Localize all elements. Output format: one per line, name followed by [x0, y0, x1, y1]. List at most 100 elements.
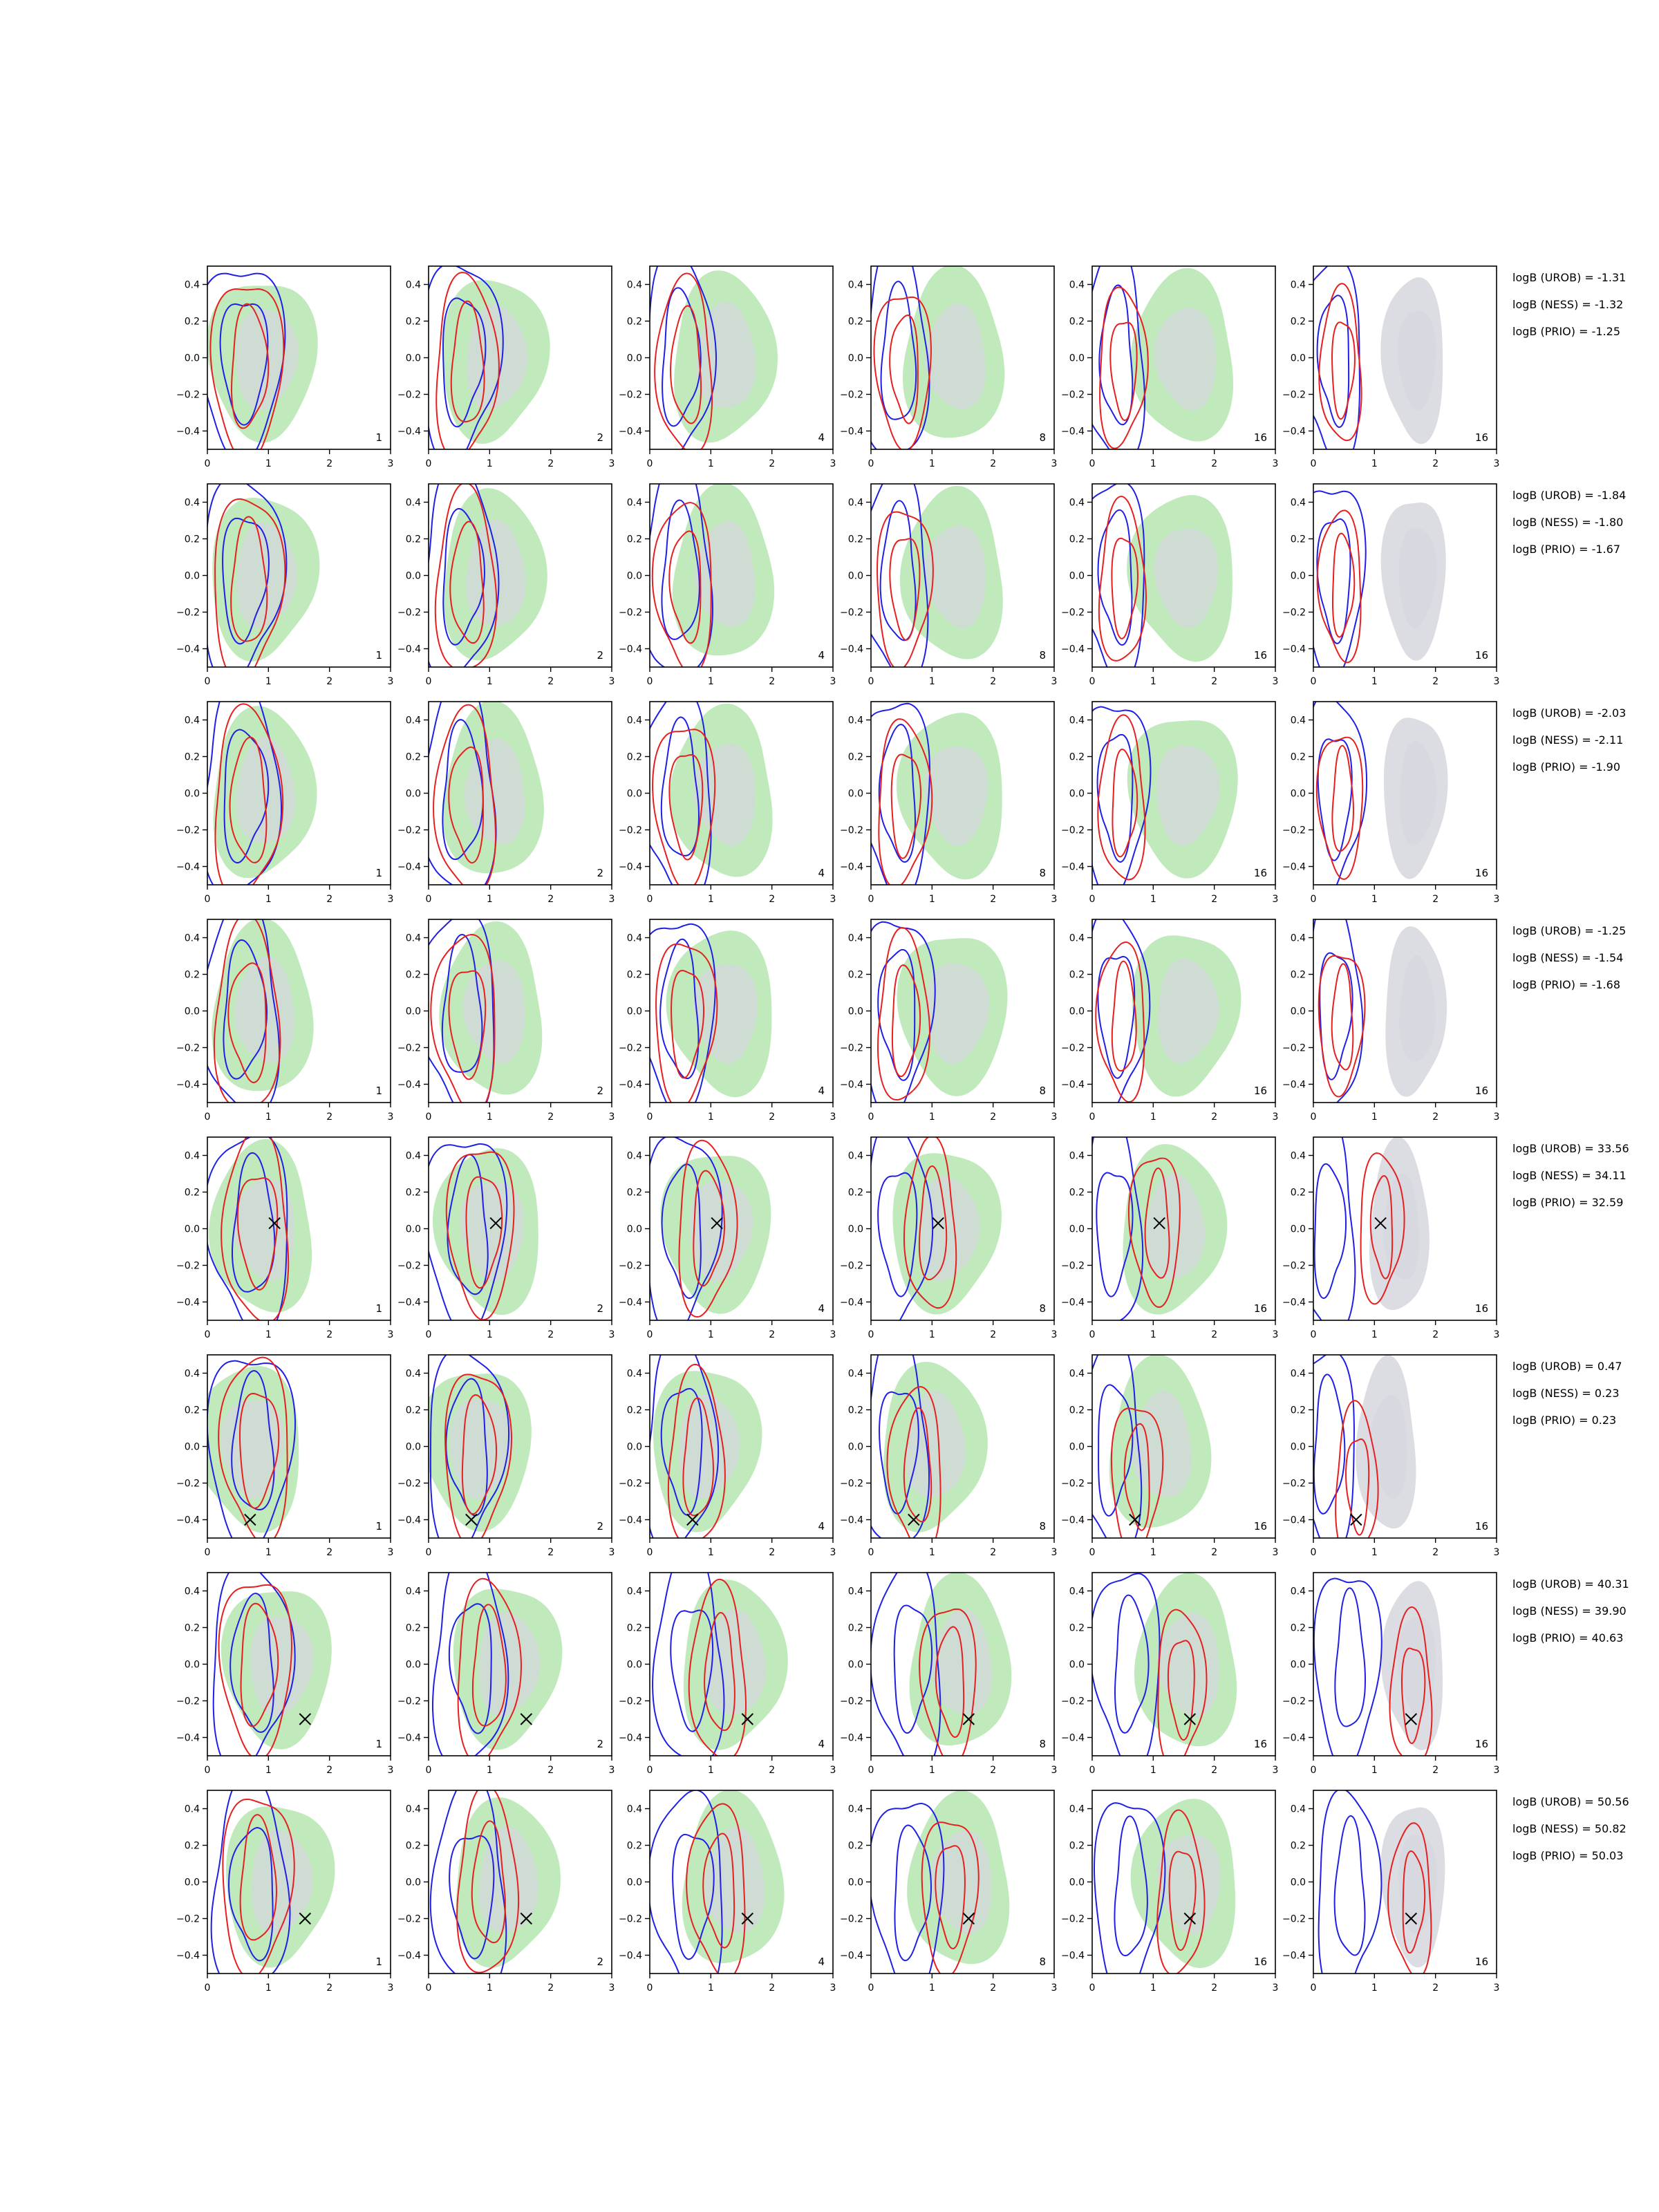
x-tick-label: 3 [1273, 1329, 1279, 1340]
y-tick-label: 0.2 [627, 970, 642, 981]
y-tick-label: 0.2 [1069, 1623, 1085, 1634]
y-tick-label: 0.4 [406, 1804, 421, 1815]
y-tick-label: 0.0 [1291, 1224, 1306, 1235]
panel-r7-c2: 0.4 0.2 0.0 −0.2 −0.4 0 1 2 3 2 [397, 1572, 615, 1776]
y-tick-label: 0.2 [1069, 534, 1085, 545]
y-tick-label: 0.0 [185, 789, 200, 800]
y-tick-label: −0.2 [397, 1479, 421, 1490]
y-tick-label: 0.4 [406, 1586, 421, 1597]
x-tick-label: 3 [1051, 676, 1058, 687]
y-tick-label: 0.2 [1291, 317, 1306, 328]
blue-contour-inner [1334, 1587, 1367, 1727]
y-tick-label: 0.2 [406, 752, 421, 763]
y-tick-label: 0.4 [848, 1804, 863, 1815]
x-tick-label: 2 [1432, 1112, 1438, 1123]
panel-number-label: 4 [818, 1302, 825, 1315]
y-tick-label: 0.4 [1069, 1586, 1085, 1597]
y-tick-label: −0.2 [1061, 1914, 1085, 1925]
red-contour-outer [218, 1356, 288, 1538]
panel-number-label: 2 [597, 1738, 603, 1750]
x-tick-label: 1 [929, 676, 935, 687]
panel-number-label: 8 [1039, 1520, 1046, 1533]
x-tick-label: 2 [769, 1983, 775, 1994]
blue-contour-outer [1313, 1355, 1355, 1538]
blue-contour-outer [1313, 919, 1364, 1103]
y-tick-label: 0.0 [185, 1660, 200, 1671]
x-tick-label: 1 [1150, 458, 1156, 469]
true-value-marker [299, 1713, 312, 1725]
blue-contour-inner [219, 303, 269, 426]
y-tick-label: 0.0 [848, 1224, 863, 1235]
y-tick-label: −0.2 [1282, 1914, 1306, 1925]
x-tick-label: 3 [830, 1547, 836, 1558]
red-contour-inner [229, 736, 268, 863]
y-tick-label: 0.2 [1291, 1188, 1306, 1199]
panel-r3-c2: 0.4 0.2 0.0 −0.2 −0.4 0 1 2 3 2 [397, 701, 615, 905]
blue-contour-outer [1313, 266, 1360, 449]
shaded-core [450, 1398, 514, 1499]
y-tick-label: 0.4 [185, 1151, 200, 1162]
red-contour-outer [919, 1608, 977, 1756]
y-tick-label: 0.4 [1069, 1369, 1085, 1380]
x-tick-label: 3 [609, 1983, 615, 1994]
x-tick-label: 3 [1273, 1112, 1279, 1123]
red-contour-outer [873, 296, 932, 449]
y-tick-label: 0.4 [627, 1151, 642, 1162]
shaded-core [478, 1826, 538, 1933]
y-tick-label: −0.4 [1282, 1951, 1306, 1962]
blue-contour-outer [429, 1143, 508, 1320]
panel-number-label: 8 [1039, 867, 1046, 879]
x-tick-label: 1 [1150, 894, 1156, 905]
y-tick-label: 0.4 [185, 280, 200, 291]
panel-number-label: 1 [375, 1085, 382, 1097]
true-value-marker [1350, 1513, 1362, 1526]
panel-number-label: 2 [597, 1956, 603, 1968]
blue-contour-inner [894, 1824, 932, 1962]
red-contour-inner [230, 303, 270, 429]
x-tick-label: 1 [1371, 1547, 1378, 1558]
x-tick-label: 0 [426, 894, 432, 905]
y-tick-label: −0.4 [1282, 644, 1306, 655]
y-tick-label: 0.2 [1291, 752, 1306, 763]
x-tick-label: 1 [1150, 1983, 1156, 1994]
blue-contour-outer [871, 702, 931, 885]
x-tick-label: 0 [205, 1983, 211, 1994]
x-tick-label: 2 [990, 458, 996, 469]
logb-annotation: logB (NESS) = -1.80 [1512, 516, 1623, 529]
x-tick-label: 2 [326, 1983, 332, 1994]
blue-contour-outer [1092, 706, 1152, 885]
y-tick-label: 0.0 [848, 1660, 863, 1671]
x-tick-label: 3 [388, 1765, 394, 1776]
red-contour-inner [670, 305, 702, 424]
red-contour-outer [433, 704, 497, 885]
y-tick-label: 0.0 [848, 1006, 863, 1018]
x-tick-label: 2 [547, 1112, 554, 1123]
x-tick-label: 1 [265, 676, 272, 687]
x-tick-label: 3 [1494, 1983, 1500, 1994]
y-tick-label: −0.2 [1061, 1479, 1085, 1490]
blue-contour-outer [429, 266, 504, 449]
red-contour-inner [1112, 748, 1138, 858]
red-contour-outer [221, 1137, 290, 1320]
y-tick-label: 0.4 [627, 498, 642, 509]
y-tick-label: 0.4 [406, 1369, 421, 1380]
red-contour-outer [209, 288, 285, 449]
x-tick-label: 1 [487, 1765, 493, 1776]
y-tick-label: 0.0 [1291, 1877, 1306, 1888]
logb-annotation: logB (UROB) = 0.47 [1512, 1360, 1622, 1373]
y-tick-label: −0.2 [1282, 1043, 1306, 1054]
x-tick-label: 2 [1211, 1983, 1217, 1994]
y-tick-label: 0.2 [1291, 534, 1306, 545]
panel-r3-c6: 0.4 0.2 0.0 −0.2 −0.4 0 1 2 3 16 [1282, 701, 1499, 905]
red-contour-outer [1127, 1157, 1181, 1309]
panel-number-label: 16 [1254, 867, 1267, 879]
y-tick-label: −0.2 [397, 608, 421, 619]
x-tick-label: 0 [205, 1765, 211, 1776]
x-tick-label: 1 [265, 1765, 272, 1776]
blue-contour-inner [878, 724, 917, 863]
y-tick-label: 0.0 [848, 789, 863, 800]
panel-r4-c1: 0.4 0.2 0.0 −0.2 −0.4 0 1 2 3 1 [176, 919, 393, 1123]
x-tick-label: 1 [708, 458, 714, 469]
panel-r8-c2: 0.4 0.2 0.0 −0.2 −0.4 0 1 2 3 2 [397, 1790, 615, 1994]
red-contour-inner [889, 538, 921, 641]
